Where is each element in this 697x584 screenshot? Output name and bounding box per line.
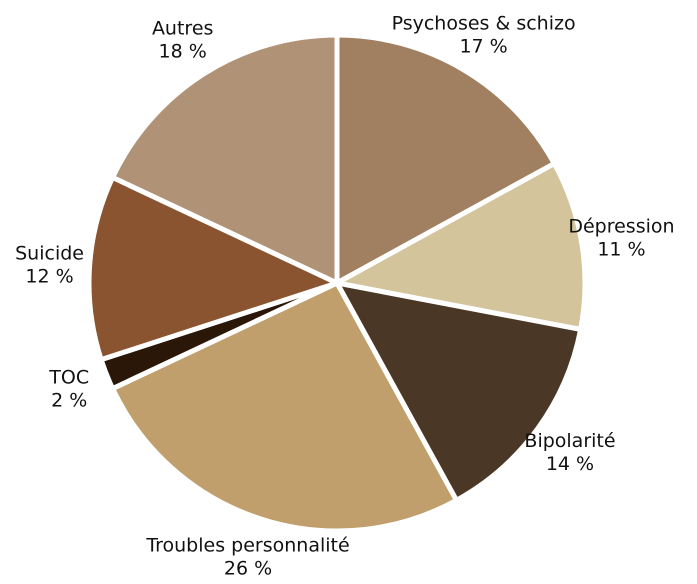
slice-label: Dépression	[568, 215, 674, 237]
slice-value-label: 11 %	[597, 238, 645, 260]
slice-label: Suicide	[15, 242, 84, 264]
pie-slice	[110, 32, 340, 286]
pie-slice	[86, 174, 340, 363]
pie-slice	[334, 280, 584, 503]
slice-label: Psychoses & schizo	[392, 13, 576, 35]
slice-value-label: 17 %	[459, 36, 507, 58]
slice-value-label: 2 %	[51, 390, 87, 412]
pie-slice	[110, 280, 459, 534]
slice-value-label: 18 %	[159, 40, 207, 62]
pie-slice	[334, 161, 588, 332]
slice-label: TOC	[48, 367, 89, 389]
pie-slice	[334, 32, 557, 286]
slice-label: Bipolarité	[524, 430, 615, 452]
slice-value-label: 26 %	[224, 557, 272, 579]
slice-value-label: 12 %	[25, 265, 73, 287]
slice-label: Troubles personnalité	[145, 534, 349, 556]
slice-value-label: 14 %	[546, 453, 594, 475]
slice-label: Autres	[152, 17, 213, 39]
